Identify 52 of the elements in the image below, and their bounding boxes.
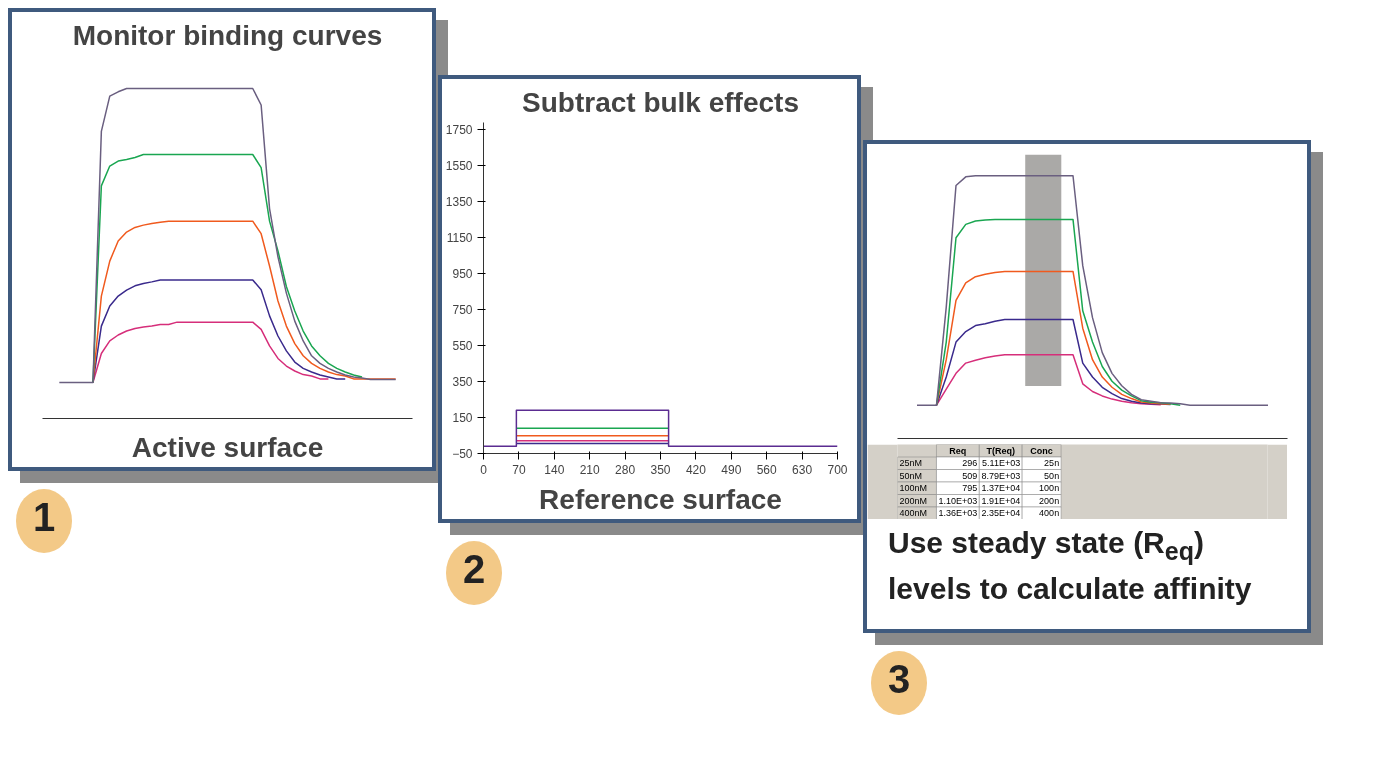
y-tick-label: 750 [452,303,473,318]
text: Reference surface [539,483,782,515]
category-label: 50nM [899,470,922,481]
text: 2 [462,546,486,593]
text: 2.35E+04 [981,508,1021,519]
text: 509 [962,470,978,481]
x-tick-label: 350 [650,462,671,477]
y-tick-label: 150 [452,411,473,426]
x-tick-label: 0 [480,462,488,477]
y-tick-label: 1150 [446,231,473,246]
y-tick-label: −50 [452,447,473,461]
chart-title: Monitor binding curves [72,19,383,51]
y-tick-label: 550 [452,339,473,354]
text: 1.91E+04 [981,495,1021,506]
category-label: T(Req) [986,445,1015,456]
y-tick-label: 1350 [445,195,473,210]
text: 100n [1039,483,1060,494]
category-label: 100nM [899,483,927,494]
category-label: 200nM [899,495,927,506]
x-tick-label: 700 [827,462,848,477]
text: 1 [32,494,56,541]
y-tick-label: 350 [452,375,473,390]
category-label: 400nM [899,508,927,519]
y-tick-label: 950 [452,267,473,282]
x-tick-label: 630 [792,462,813,477]
category-label: Req [949,445,967,456]
text: Use steady state (R$_{eq}$) levels to calculate affinity [888,525,1252,607]
y-tick-label: 1750 [445,123,473,138]
y-tick-label: 1550 [445,159,473,174]
x-tick-label: 420 [685,462,707,477]
text: 795 [962,483,978,494]
text: 1.10E+03 [938,495,978,506]
text: 400n [1039,508,1060,519]
x-tick-label: 140 [544,462,565,477]
category-label: 25nM [899,458,922,469]
text: 25n [1044,458,1060,469]
x-tick-label: 210 [579,462,601,477]
x-tick-label: 70 [512,462,526,477]
x-tick-label: 490 [721,462,742,477]
category-label: Conc [1030,445,1053,456]
text: 296 [962,458,978,469]
text: 1.36E+03 [938,508,978,519]
text: 8.79E+03 [981,470,1021,481]
text: 1.37E+04 [981,483,1021,494]
text: Active surface [131,431,324,463]
text: 50n [1044,470,1060,481]
text: 5.11E+03 [982,458,1021,469]
chart-title: Subtract bulk effects [522,86,799,118]
text: 3 [887,656,911,703]
text: 200n [1039,495,1060,506]
x-tick-label: 560 [756,462,778,477]
x-tick-label: 280 [615,462,636,477]
